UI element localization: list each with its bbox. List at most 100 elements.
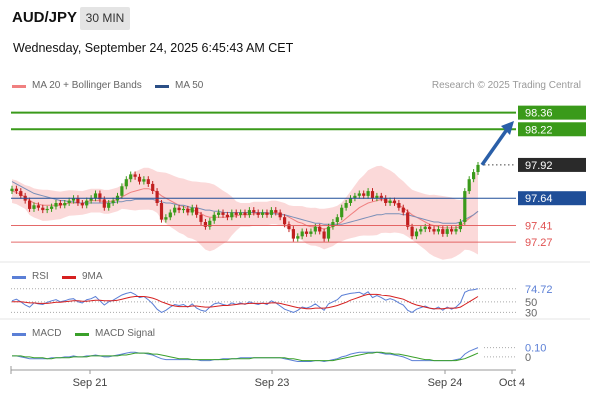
x-tick-label: Sep 24 [428,377,463,389]
candle-body [212,214,216,221]
candle-body [208,220,212,227]
candle-body [58,203,62,206]
resistance-label: 98.22 [525,124,553,136]
candle-body [243,212,247,215]
legend-rsi: RSI [12,271,49,282]
candle-body [428,226,432,230]
price-levels: 98.36 98.22 97.92 97.64 97.41 97.27 [11,105,586,249]
timeframe-badge[interactable]: 30 MIN [80,7,130,30]
candle-body [234,212,238,215]
candle-body [274,210,278,213]
candle-body [401,207,405,213]
candle-body [32,205,36,209]
candle-body [217,212,221,215]
candle-body [50,206,54,209]
candlesticks [10,162,480,242]
rsi-tick-label: 30 [525,307,537,319]
legend-swatch-ma20 [12,85,26,88]
candle-body [379,195,383,199]
candle-body [168,212,172,218]
candle-body [304,231,309,234]
candle-body [181,208,186,211]
candle-body [142,179,146,182]
candle-body [102,199,106,208]
pivot-tag [518,191,586,206]
forecast-arrow [480,120,514,166]
candle-body [195,207,199,215]
macd-tick-label: 0 [525,352,531,364]
candle-body [239,212,243,215]
candle-body [296,236,300,239]
candle-body [10,188,14,192]
candle-body [76,198,80,203]
candle-body [54,203,58,207]
candle-body [397,203,401,208]
candle-body [467,179,471,192]
candle-body [133,174,137,177]
support-label: 97.41 [525,221,553,233]
candle-body [89,198,93,201]
legend-swatch-ma50 [155,85,169,88]
timestamp: Wednesday, September 24, 2025 6:45:43 AM… [13,41,294,55]
candle-body [300,231,304,237]
candle-body [71,198,76,201]
candle-body [313,226,317,232]
candle-body [14,188,18,192]
legend-label-9ma: 9MA [82,271,103,282]
legend-swatch-macd-signal [75,333,89,336]
candle-body [366,191,370,196]
candle-body [85,200,89,206]
legend-label-ma50: MA 50 [175,80,204,91]
candle-body [441,229,445,234]
forecast-arrow-head [501,120,514,135]
candle-body [80,203,84,206]
resistance-label: 98.36 [525,108,553,120]
candle-body [252,210,256,213]
candle-body [419,229,423,232]
candle-body [221,212,225,215]
macd-panel: 0.100 [12,343,546,364]
candle-body [335,217,339,222]
candle-body [98,193,102,200]
rsi-tick-label: 50 [525,297,537,309]
candle-body [326,226,331,239]
candle-body [164,217,168,220]
candle-body [111,200,115,203]
x-tick-label: Sep 23 [255,377,290,389]
macd-line [12,347,479,363]
candle-body [177,207,181,211]
candle-body [384,198,388,203]
candle-body [353,195,357,199]
candle-body [93,193,98,199]
candle-body [309,231,313,234]
rsi-9ma-line [12,293,479,310]
candle-body [414,231,419,237]
legend-9ma: 9MA [62,271,103,282]
rsi-line [11,288,479,313]
legend-macd-signal: MACD Signal [75,328,155,339]
candle-body [124,179,128,187]
candle-body [450,229,454,232]
current-price-tag [518,157,586,172]
resistance-tag [518,122,586,137]
x-tick-label: Sep 21 [73,377,108,389]
candle-body [137,176,142,182]
candle-body [283,217,287,225]
candle-body [230,212,234,218]
macd-tick-label: 0.10 [525,343,546,355]
candle-body [340,207,344,218]
candle-body [357,193,361,196]
candle-body [265,212,269,215]
candle-body [146,179,150,184]
candle-body [472,172,476,180]
candle-body [370,191,375,199]
candle-body [28,200,32,209]
candle-body [269,210,273,215]
candle-body [463,191,467,222]
macd-signal-line [12,351,479,362]
candle-body [392,200,397,203]
legend-swatch-macd [12,333,26,336]
symbol-title: AUD/JPY [12,9,78,26]
